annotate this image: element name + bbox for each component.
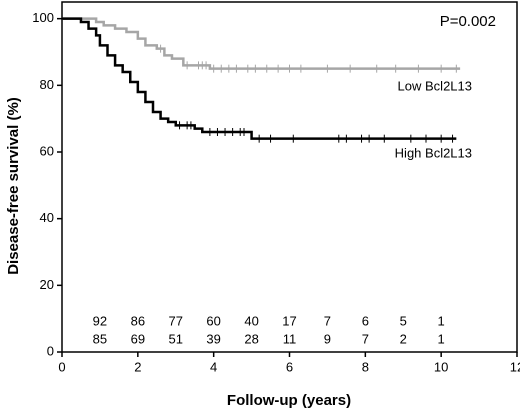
at-risk-count: 51 [169, 331, 183, 346]
y-axis-label: Disease-free survival (%) [5, 97, 22, 275]
at-risk-count: 11 [283, 331, 297, 346]
at-risk-count: 28 [244, 331, 258, 346]
at-risk-count: 85 [93, 331, 107, 346]
x-tick-label: 8 [362, 359, 369, 374]
at-risk-count: 60 [206, 313, 220, 328]
at-risk-count: 6 [362, 313, 369, 328]
at-risk-count: 1 [438, 313, 445, 328]
at-risk-count: 69 [131, 331, 145, 346]
y-tick-label: 0 [47, 343, 54, 358]
x-tick-label: 0 [58, 359, 65, 374]
at-risk-count: 92 [93, 313, 107, 328]
at-risk-count: 7 [362, 331, 369, 346]
at-risk-count: 1 [438, 331, 445, 346]
p-value: P=0.002 [440, 13, 496, 30]
survival-curve [62, 17, 461, 70]
at-risk-count: 39 [206, 331, 220, 346]
at-risk-count: 2 [400, 331, 407, 346]
x-tick-label: 6 [286, 359, 293, 374]
at-risk-count: 9 [324, 331, 331, 346]
x-tick-label: 12 [510, 359, 520, 374]
at-risk-count: 86 [131, 313, 145, 328]
y-tick-label: 60 [40, 143, 54, 158]
y-tick-label: 100 [32, 10, 54, 25]
survival-curve [62, 17, 457, 140]
x-tick-label: 2 [134, 359, 141, 374]
series-label: High Bcl2L13 [395, 145, 472, 160]
y-tick-label: 40 [40, 210, 54, 225]
y-tick-label: 20 [40, 277, 54, 292]
series-label: Low Bcl2L13 [398, 78, 472, 93]
x-tick-label: 4 [210, 359, 217, 374]
x-axis-label: Follow-up (years) [227, 392, 351, 409]
at-risk-count: 17 [282, 313, 296, 328]
at-risk-count: 5 [400, 313, 407, 328]
plot-frame [61, 1, 518, 353]
x-tick-label: 10 [434, 359, 448, 374]
at-risk-count: 7 [324, 313, 331, 328]
at-risk-count: 77 [169, 313, 183, 328]
y-tick-label: 80 [40, 77, 54, 92]
at-risk-count: 40 [244, 313, 258, 328]
